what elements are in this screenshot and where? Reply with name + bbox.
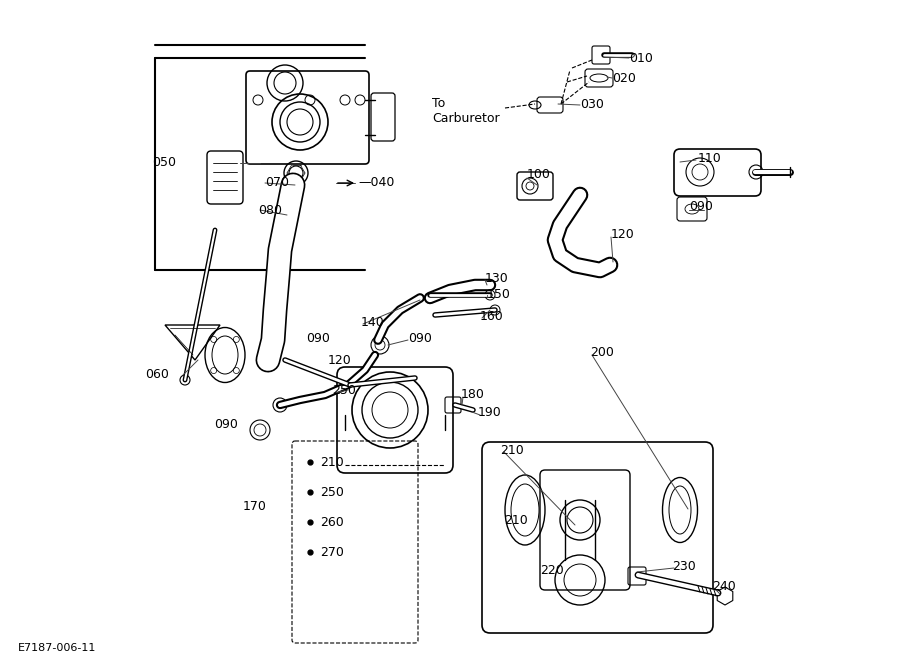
Text: 270: 270 bbox=[320, 546, 344, 558]
Text: 080: 080 bbox=[258, 203, 282, 217]
Text: To
Carburetor: To Carburetor bbox=[432, 97, 500, 125]
Text: 180: 180 bbox=[461, 388, 485, 402]
Text: 130: 130 bbox=[485, 271, 509, 285]
Text: 020: 020 bbox=[612, 71, 636, 85]
Text: 220: 220 bbox=[540, 564, 563, 578]
Text: 150: 150 bbox=[487, 287, 511, 301]
Text: 200: 200 bbox=[590, 346, 614, 360]
Text: 120: 120 bbox=[611, 227, 635, 241]
Text: 250: 250 bbox=[320, 486, 344, 498]
Text: 090: 090 bbox=[408, 331, 432, 344]
Text: 250: 250 bbox=[332, 384, 356, 398]
Text: 170: 170 bbox=[243, 500, 267, 514]
Text: —040: —040 bbox=[358, 177, 394, 189]
Text: 210: 210 bbox=[500, 444, 524, 456]
Text: 190: 190 bbox=[478, 406, 502, 420]
Text: 210: 210 bbox=[504, 514, 528, 528]
Text: 090: 090 bbox=[306, 331, 330, 344]
Text: 100: 100 bbox=[527, 169, 550, 181]
Text: 090: 090 bbox=[214, 418, 238, 432]
Text: 070: 070 bbox=[265, 177, 289, 189]
Text: 060: 060 bbox=[145, 368, 169, 382]
Text: 110: 110 bbox=[698, 151, 721, 165]
Text: E7187-006-11: E7187-006-11 bbox=[18, 643, 96, 653]
Text: 210: 210 bbox=[320, 456, 344, 468]
Text: 140: 140 bbox=[361, 315, 385, 329]
Text: 090: 090 bbox=[689, 201, 713, 213]
Text: 240: 240 bbox=[712, 580, 736, 592]
Text: 230: 230 bbox=[672, 560, 696, 572]
Text: 050: 050 bbox=[152, 157, 176, 169]
Text: 120: 120 bbox=[328, 354, 352, 366]
Text: 010: 010 bbox=[629, 51, 652, 65]
Text: 030: 030 bbox=[580, 99, 604, 111]
Text: 160: 160 bbox=[480, 309, 504, 323]
Text: 260: 260 bbox=[320, 516, 344, 528]
